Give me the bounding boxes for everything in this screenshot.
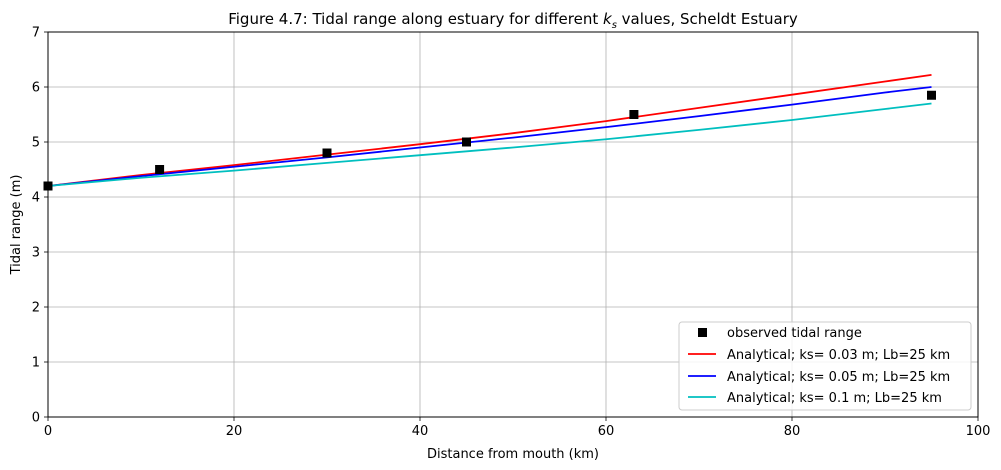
observed-point [927,90,936,100]
chart-title-prefix: Figure 4.7: Tidal range along estuary fo… [228,10,603,28]
y-tick-label: 7 [32,26,40,41]
chart-title-math-k: k [603,10,613,28]
plot-area-frame [47,31,979,418]
y-tick-label: 4 [32,191,40,206]
y-tick-label: 5 [32,136,40,151]
y-tick-label: 0 [32,411,40,426]
x-axis-label: Distance from mouth (km) [427,447,599,462]
observed-point [462,137,471,147]
chart-title-math-subscript: s [612,20,617,31]
series-line-1 [47,86,932,187]
y-axis-label: Tidal range (m) [9,175,24,276]
legend-label-series-1: Analytical; ks= 0.05 m; Lb=25 km [727,370,950,385]
legend: observed tidal range Analytical; ks= 0.0… [678,321,972,411]
y-tick-label: 2 [32,301,40,316]
legend-marker-observed [698,328,707,337]
legend-label-series-0: Analytical; ks= 0.03 m; Lb=25 km [727,348,950,363]
tick-layer: 0 20 40 60 80 100 0 1 2 3 4 5 6 7 [32,26,991,440]
y-tick-label: 3 [32,246,40,261]
observed-point [322,148,332,158]
y-tick-label: 6 [32,81,40,96]
x-tick-label: 0 [44,424,52,439]
x-tick-label: 100 [966,424,991,439]
series-layer [47,74,932,187]
legend-label-observed: observed tidal range [727,326,862,341]
series-line-0 [47,74,932,187]
chart-title-suffix: values, Scheldt Estuary [617,10,798,28]
chart-title: Figure 4.7: Tidal range along estuary fo… [228,10,798,31]
x-tick-label: 20 [226,424,243,439]
series-line-2 [47,102,932,187]
x-tick-label: 60 [598,424,615,439]
legend-box [678,321,972,411]
x-tick-label: 80 [784,424,801,439]
observed-point [629,110,639,119]
y-tick-label: 1 [32,356,40,371]
observed-point [155,165,165,174]
legend-label-series-2: Analytical; ks= 0.1 m; Lb=25 km [727,391,942,406]
x-tick-label: 40 [412,424,429,439]
